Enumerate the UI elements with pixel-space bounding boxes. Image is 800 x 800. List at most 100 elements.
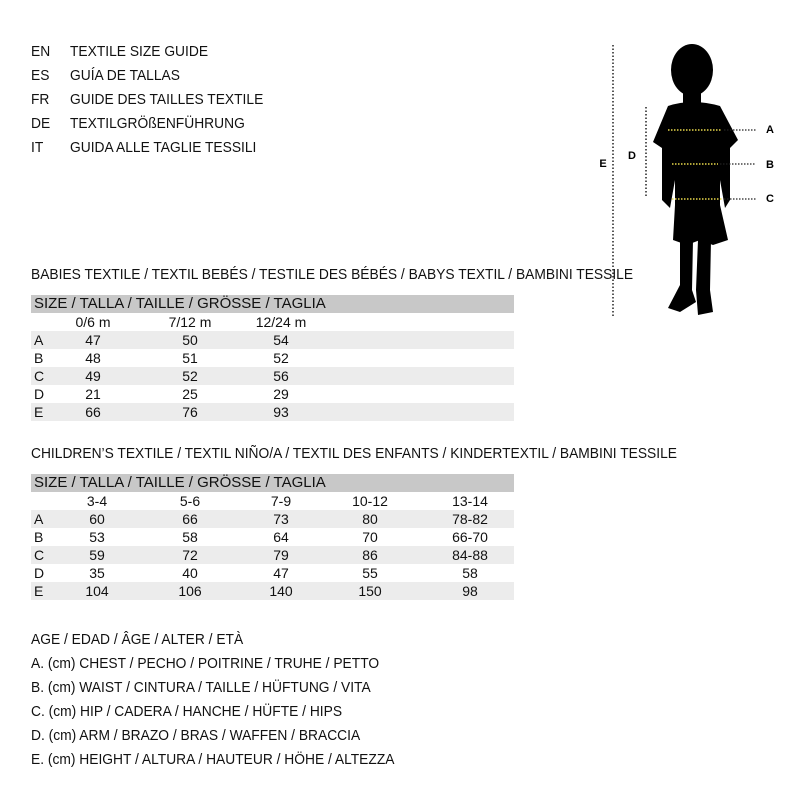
cell-value: 66 [182, 511, 198, 527]
cell-value: 80 [362, 511, 378, 527]
column-header: 13-14 [452, 493, 488, 509]
cell-value: 52 [182, 368, 198, 384]
language-title: TEXTILE SIZE GUIDE [70, 43, 209, 60]
label-a: A [766, 124, 774, 136]
cell-value: 70 [362, 529, 378, 545]
table-row: A 47 50 54 [31, 331, 514, 349]
cell-value: 51 [182, 350, 198, 366]
language-code: FR [31, 91, 50, 108]
cell-value: 49 [85, 368, 101, 384]
cell-value: 66-70 [452, 529, 488, 545]
column-header-row: 3-4 5-6 7-9 10-12 13-14 [31, 492, 514, 510]
language-title: GUIDA ALLE TAGLIE TESSILI [70, 139, 257, 156]
label-c: C [766, 193, 774, 205]
label-e: E [599, 158, 606, 170]
cell-value: 72 [182, 547, 198, 563]
column-header: 0/6 m [75, 314, 111, 330]
column-header: 3-4 [86, 493, 108, 509]
legend-line: E. (cm) HEIGHT / ALTURA / HAUTEUR / HÖHE… [31, 751, 395, 768]
table-row: D 21 25 29 [31, 385, 514, 403]
cell-value: 78-82 [452, 511, 488, 527]
cell-value: 73 [273, 511, 289, 527]
table-row: B 48 51 52 [31, 349, 514, 367]
legend-line: D. (cm) ARM / BRAZO / BRAS / WAFFEN / BR… [31, 727, 361, 744]
cell-value: 140 [269, 583, 293, 599]
row-label: A [34, 332, 44, 348]
column-header: 10-12 [352, 493, 388, 509]
legend-line: C. (cm) HIP / CADERA / HANCHE / HÜFTE / … [31, 703, 343, 720]
babies-size-table: SIZE / TALLA / TAILLE / GRÖSSE / TAGLIA 0… [31, 295, 514, 421]
size-header: SIZE / TALLA / TAILLE / GRÖSSE / TAGLIA [34, 474, 326, 491]
silhouette [653, 44, 738, 315]
cell-value: 106 [178, 583, 202, 599]
row-label: B [34, 350, 44, 366]
cell-value: 58 [182, 529, 198, 545]
row-label: C [34, 547, 45, 563]
row-label: D [34, 565, 45, 581]
label-d: D [628, 150, 636, 162]
cell-value: 150 [358, 583, 382, 599]
cell-value: 40 [182, 565, 198, 581]
size-header: SIZE / TALLA / TAILLE / GRÖSSE / TAGLIA [34, 295, 326, 312]
children-size-table: SIZE / TALLA / TAILLE / GRÖSSE / TAGLIA 3… [31, 474, 514, 600]
child-silhouette-figure: E D A B C [599, 44, 774, 318]
cell-value: 79 [273, 547, 289, 563]
cell-value: 56 [273, 368, 289, 384]
cell-value: 54 [273, 332, 289, 348]
table-row: E 104 106 140 150 98 [31, 582, 514, 600]
table-row: D 35 40 47 55 58 [31, 564, 514, 582]
cell-value: 21 [85, 386, 101, 402]
size-header-row: SIZE / TALLA / TAILLE / GRÖSSE / TAGLIA [31, 474, 514, 492]
table-row: B 53 58 64 70 66-70 [31, 528, 514, 546]
cell-value: 50 [182, 332, 198, 348]
language-title: TEXTILGRÖßENFÜHRUNG [70, 115, 245, 132]
column-header: 12/24 m [255, 314, 307, 330]
column-header: 5-6 [179, 493, 201, 509]
cell-value: 93 [273, 404, 289, 420]
cell-value: 48 [85, 350, 101, 366]
babies-heading: BABIES TEXTILE / TEXTIL BEBÉS / TESTILE … [31, 266, 634, 283]
cell-value: 84-88 [452, 547, 488, 563]
language-title: GUÍA DE TALLAS [70, 67, 180, 84]
cell-value: 76 [182, 404, 198, 420]
cell-value: 55 [362, 565, 378, 581]
cell-value: 64 [273, 529, 289, 545]
legend-line: AGE / EDAD / ÂGE / ALTER / ETÀ [31, 631, 244, 648]
language-code: ES [31, 67, 50, 84]
cell-value: 59 [89, 547, 105, 563]
language-code: IT [31, 139, 44, 156]
cell-value: 66 [85, 404, 101, 420]
row-label: E [34, 404, 44, 420]
cell-value: 47 [273, 565, 289, 581]
language-code: EN [31, 43, 51, 60]
table-row: C 49 52 56 [31, 367, 514, 385]
row-label: C [34, 368, 45, 384]
cell-value: 58 [462, 565, 478, 581]
row-label: E [34, 583, 44, 599]
table-row: A 60 66 73 80 78-82 [31, 510, 514, 528]
cell-value: 29 [273, 386, 289, 402]
cell-value: 25 [182, 386, 198, 402]
cell-value: 98 [462, 583, 478, 599]
cell-value: 60 [89, 511, 105, 527]
cell-value: 35 [89, 565, 105, 581]
label-b: B [766, 159, 774, 171]
cell-value: 47 [85, 332, 101, 348]
column-header: 7/12 m [168, 314, 212, 330]
language-code: DE [31, 115, 51, 132]
legend-line: A. (cm) CHEST / PECHO / POITRINE / TRUHE… [31, 655, 380, 672]
row-label: B [34, 529, 44, 545]
cell-value: 53 [89, 529, 105, 545]
legend-line: B. (cm) WAIST / CINTURA / TAILLE / HÜFTU… [31, 679, 371, 696]
cell-value: 86 [362, 547, 378, 563]
column-header-row: 0/6 m 7/12 m 12/24 m [31, 313, 514, 331]
table-row: C 59 72 79 86 84-88 [31, 546, 514, 564]
language-title: GUIDE DES TAILLES TEXTILE [70, 91, 264, 108]
row-label: D [34, 386, 45, 402]
size-header-row: SIZE / TALLA / TAILLE / GRÖSSE / TAGLIA [31, 295, 514, 313]
table-row: E 66 76 93 [31, 403, 514, 421]
cell-value: 104 [85, 583, 109, 599]
children-heading: CHILDREN’S TEXTILE / TEXTIL NIÑO/A / TEX… [31, 445, 677, 462]
column-header: 7-9 [270, 493, 292, 509]
cell-value: 52 [273, 350, 289, 366]
